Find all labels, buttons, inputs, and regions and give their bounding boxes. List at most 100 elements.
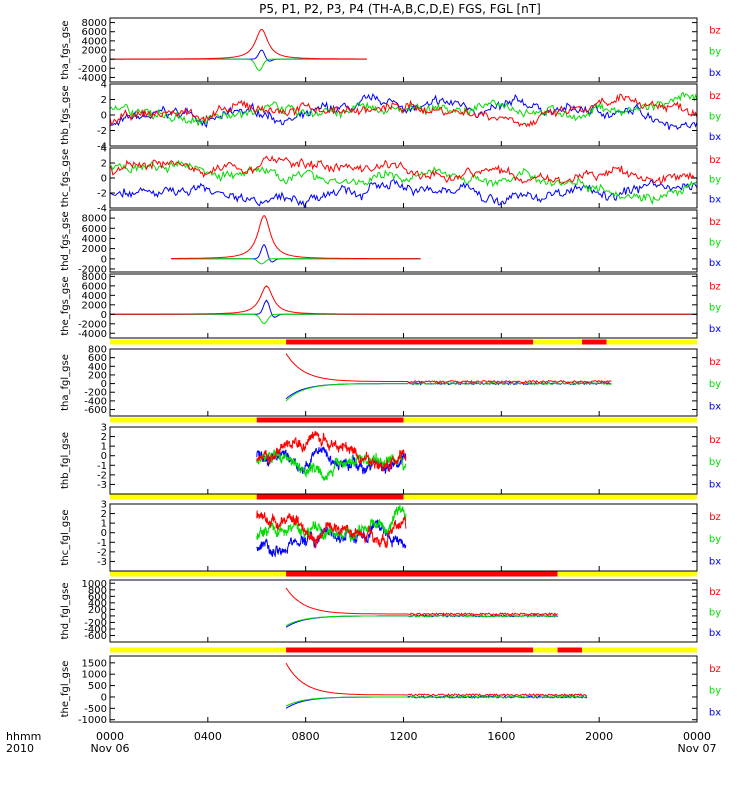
y-tick-label: 6000 (82, 281, 107, 292)
legend-bx: bx (709, 479, 721, 490)
y-tick-label: -2000 (78, 319, 107, 330)
y-tick-label: -2 (97, 547, 107, 558)
y-tick-label: -200 (84, 618, 107, 629)
time-axis-corner-label: 2010 (6, 742, 34, 755)
y-tick-label: 0 (101, 692, 107, 703)
panel-frame (109, 273, 698, 339)
y-tick-label: 1000 (82, 670, 107, 681)
thc_fgs_gse-bz-line (110, 154, 697, 185)
y-tick-label: 8000 (82, 18, 107, 29)
thc_fgl_gse-by-line (256, 505, 407, 542)
panel-frame (109, 147, 698, 209)
y-axis-label: thc_fgl_gse (60, 509, 71, 565)
y-tick-label: -3 (97, 480, 107, 491)
flag-segment (256, 417, 404, 423)
thc_fgl_gse-bx-line (256, 519, 407, 558)
legend-bz: bz (709, 155, 721, 166)
thd_fgs_gse-by-line (171, 258, 421, 265)
time-tick-label: 0000 (683, 730, 711, 743)
legend-bx: bx (709, 556, 721, 567)
y-tick-label: 4 (101, 144, 107, 155)
legend-by: by (709, 238, 721, 249)
legend-bz: bz (709, 91, 721, 102)
y-tick-label: 500 (88, 681, 107, 692)
legend-bz: bz (709, 435, 721, 446)
legend-by: by (709, 457, 721, 468)
thd_fgs_gse-bz-line (171, 215, 421, 260)
legend-bz: bz (709, 282, 721, 293)
thd_fgl_gse-bz-line (285, 587, 558, 617)
y-tick-label: 1 (101, 442, 107, 453)
y-axis-label: thd_fgl_gse (60, 583, 71, 640)
y-tick-label: 6000 (82, 27, 107, 38)
y-tick-label: 0 (101, 254, 107, 265)
panel-frame (109, 579, 698, 643)
thc_fgs_gse-by-line (110, 159, 697, 206)
flag-segment (110, 571, 287, 577)
flag-segment (606, 339, 697, 345)
y-tick-label: 0 (101, 174, 107, 185)
y-tick-label: 6000 (82, 224, 107, 235)
time-axis-corner-label: hhmm (6, 730, 41, 743)
y-tick-label: 0 (101, 451, 107, 462)
time-tick-label: 1200 (390, 730, 418, 743)
y-tick-label: 2 (101, 159, 107, 170)
thb_fgs_gse-bz-line (110, 93, 697, 128)
flag-segment (110, 647, 287, 653)
flag-segment (533, 647, 558, 653)
tha_fgl_gse-by-line (285, 381, 612, 402)
y-tick-label: 600 (88, 592, 107, 603)
y-tick-label: -600 (84, 405, 107, 416)
y-tick-label: -400 (84, 396, 107, 407)
y-tick-label: -3 (97, 557, 107, 568)
y-tick-label: 200 (88, 370, 107, 381)
y-axis-label: tha_fgs_gse (60, 20, 71, 79)
y-tick-label: -500 (84, 704, 107, 715)
y-tick-label: -4 (97, 204, 107, 215)
panel-frame (109, 83, 698, 147)
flag-segment (286, 339, 534, 345)
y-tick-label: -4000 (78, 329, 107, 340)
the_fgl_gse-by-line (285, 695, 588, 707)
flag-segment (557, 571, 697, 577)
y-tick-label: 4000 (82, 234, 107, 245)
legend-bx: bx (709, 258, 721, 269)
panel-frame (109, 17, 698, 83)
legend-bx: bx (709, 401, 721, 412)
y-tick-label: 1500 (82, 658, 107, 669)
y-tick-label: 8000 (82, 272, 107, 283)
panel-frame (109, 503, 698, 572)
y-tick-label: -4 (97, 142, 107, 153)
legend-by: by (709, 112, 721, 123)
flag-segment (557, 647, 583, 653)
y-tick-label: 200 (88, 605, 107, 616)
legend-by: by (709, 175, 721, 186)
y-tick-label: 0 (101, 379, 107, 390)
thc_fgs_gse-bx-line (110, 178, 697, 208)
y-tick-label: 0 (101, 55, 107, 66)
thd_fgl_gse-by-line (285, 614, 558, 627)
y-tick-label: 8000 (82, 214, 107, 225)
legend-bx: bx (709, 132, 721, 143)
y-tick-label: 400 (88, 362, 107, 373)
flag-segment (110, 417, 257, 423)
time-tick-label: 1600 (487, 730, 515, 743)
flag-segment (110, 339, 287, 345)
y-tick-label: -1 (97, 461, 107, 472)
flag-segment (582, 647, 697, 653)
date-label: Nov 07 (678, 742, 717, 755)
legend-bx: bx (709, 68, 721, 79)
y-tick-label: 2 (101, 509, 107, 520)
legend-by: by (709, 47, 721, 58)
y-tick-label: -200 (84, 388, 107, 399)
y-tick-label: -600 (84, 631, 107, 642)
y-tick-label: 2 (101, 432, 107, 443)
y-tick-label: 0 (101, 528, 107, 539)
y-axis-label: tha_fgl_gse (60, 354, 71, 411)
